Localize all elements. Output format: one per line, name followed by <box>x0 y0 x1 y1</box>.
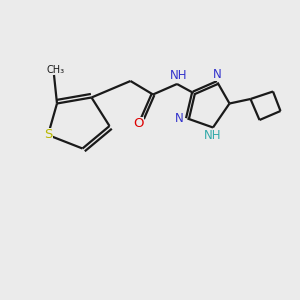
Text: N: N <box>213 68 222 81</box>
Text: N: N <box>175 112 184 125</box>
Text: O: O <box>133 117 143 130</box>
Text: S: S <box>44 128 52 142</box>
Text: NH: NH <box>204 129 222 142</box>
Text: CH₃: CH₃ <box>46 64 64 75</box>
Text: NH: NH <box>170 69 187 82</box>
